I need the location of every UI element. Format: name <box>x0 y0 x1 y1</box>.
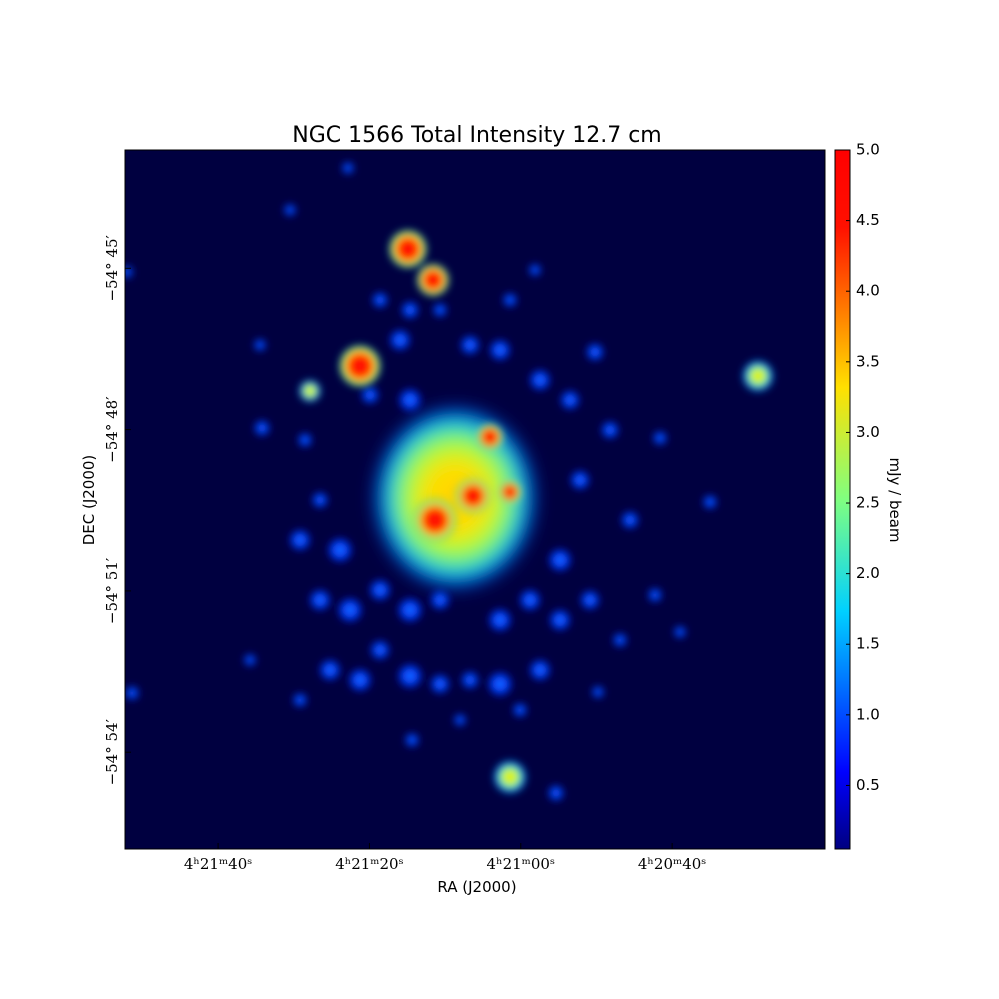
y-tick-label: −54° 54′ <box>103 718 121 785</box>
colorbar-tick-label: 2.0 <box>856 564 880 582</box>
colorbar-tick-label: 3.5 <box>856 352 880 370</box>
x-axis-label: RA (J2000) <box>437 878 516 896</box>
colorbar-tick-label: 4.5 <box>856 211 880 229</box>
x-tick-label: 4ʰ20ᵐ40ˢ <box>638 855 706 873</box>
intensity-map <box>125 161 775 802</box>
x-tick-label: 4ʰ21ᵐ40ˢ <box>184 855 252 873</box>
compact-sources <box>298 229 775 795</box>
y-tick-label: −54° 45′ <box>103 234 121 301</box>
colorbar-tick-label: 4.0 <box>856 282 880 300</box>
colorbar-tick-label: 0.5 <box>856 776 880 794</box>
x-tick-label: 4ʰ21ᵐ00ˢ <box>487 855 555 873</box>
y-tick-label: −54° 51′ <box>103 557 121 624</box>
colorbar-tick-label: 5.0 <box>856 141 880 159</box>
chart-title: NGC 1566 Total Intensity 12.7 cm <box>292 123 661 148</box>
colorbar-tick-label: 1.5 <box>856 635 880 653</box>
colorbar-label: mJy / beam <box>886 457 904 542</box>
colorbar <box>834 149 851 850</box>
y-tick-label: −54° 48′ <box>103 396 121 463</box>
x-tick-label: 4ʰ21ᵐ20ˢ <box>335 855 403 873</box>
colorbar-tick-label: 2.5 <box>856 494 880 512</box>
diffuse-emission <box>125 161 718 802</box>
colorbar-tick-label: 1.0 <box>856 705 880 723</box>
colorbar-tick-label: 3.0 <box>856 423 880 441</box>
y-axis-label: DEC (J2000) <box>80 455 98 546</box>
galaxy-disk <box>373 406 537 590</box>
axes-frame <box>124 149 826 850</box>
